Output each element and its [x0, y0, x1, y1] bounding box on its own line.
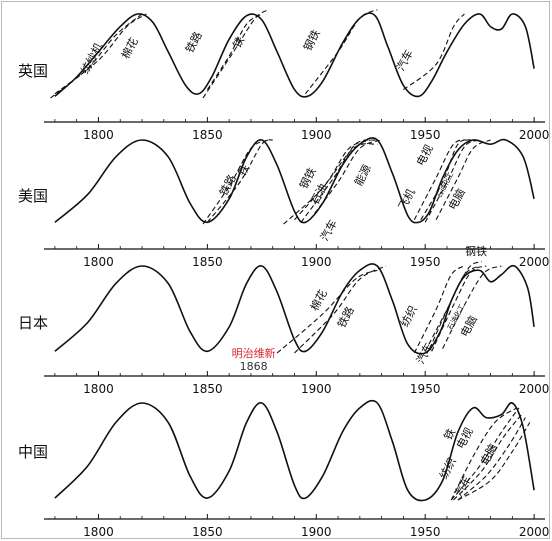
x-tick-label: 1950: [410, 382, 441, 396]
industry-line: [424, 139, 480, 223]
panel-4: [44, 399, 545, 520]
industry-line: [457, 422, 531, 501]
industry-line: [429, 261, 483, 349]
industry-line: [202, 139, 269, 225]
industry-label: 铁: [231, 34, 248, 50]
industry-line: [453, 412, 524, 501]
industry-line: [431, 265, 487, 352]
country-label: 日本: [18, 314, 48, 332]
country-label: 中国: [18, 443, 48, 461]
x-tick-label: 2000: [519, 525, 550, 539]
x-tick-label: 2000: [519, 255, 550, 269]
main-cycle-line: [54, 137, 535, 224]
industry-label: 汽车: [451, 473, 474, 499]
industry-label: 电脑: [458, 314, 480, 340]
industry-line: [304, 9, 378, 95]
industry-label: 电脑: [478, 442, 500, 468]
industry-label: 铁: [442, 426, 459, 442]
industry-line: [424, 265, 480, 352]
industry-label: 汽车: [393, 47, 416, 73]
x-tick-label: 1850: [192, 255, 223, 269]
industry-line: [442, 265, 502, 349]
industry-line: [413, 139, 469, 221]
industry-line: [403, 13, 465, 91]
industry-line: [202, 9, 269, 99]
industry-line: [276, 269, 378, 354]
industry-label: 铁路: [335, 305, 357, 331]
industry-line: [457, 417, 526, 501]
x-tick-label: 1950: [410, 525, 441, 539]
industry-line: [294, 265, 387, 354]
main-cycle-line: [54, 399, 535, 502]
x-tick-label: 1850: [192, 525, 223, 539]
industry-label: 纺织: [397, 303, 420, 329]
industry-label: 铁: [236, 162, 253, 178]
annotation-label: 明治维新: [232, 346, 276, 360]
industry-line: [413, 265, 465, 354]
annotation-year: 1868: [240, 360, 268, 373]
industry-line: [420, 139, 474, 221]
industry-label: 汽车: [317, 217, 340, 243]
country-label: 美国: [18, 187, 48, 205]
industry-line: [300, 139, 376, 223]
main-cycle-line: [54, 12, 535, 98]
panel-1: [44, 9, 545, 123]
industry-line: [450, 407, 520, 501]
x-tick-label: 1800: [83, 525, 114, 539]
industry-line: [206, 139, 273, 223]
x-tick-label: 1800: [83, 255, 114, 269]
x-tick-label: 1900: [301, 128, 332, 142]
panel-2: [44, 137, 545, 250]
country-label: 英国: [18, 62, 48, 80]
x-tick-label: 1850: [192, 382, 223, 396]
industry-label: 能源: [351, 162, 374, 188]
industry-line: [50, 13, 143, 99]
x-tick-label: 2000: [519, 382, 550, 396]
industry-line: [206, 13, 263, 90]
x-tick-label: 1950: [410, 255, 441, 269]
x-tick-label: 1800: [83, 128, 114, 142]
industry-line: [435, 139, 491, 221]
industry-line: [450, 407, 518, 501]
x-tick-label: 1950: [410, 128, 441, 142]
industry-label: 纺织: [436, 455, 459, 481]
industry-label: 电视: [413, 142, 436, 168]
panels-layer: [44, 9, 545, 520]
industry-label: 电脑: [446, 187, 468, 213]
x-tick-label: 2000: [519, 128, 550, 142]
industry-label: 棉花: [118, 35, 141, 61]
industry-line: [54, 13, 147, 95]
industry-label: 铁路: [183, 30, 205, 56]
industry-label: 棉花: [307, 287, 330, 313]
x-tick-label: 1800: [83, 382, 114, 396]
x-tick-label: 1900: [301, 525, 332, 539]
x-tick-label: 1900: [301, 382, 332, 396]
x-tick-label: 1850: [192, 128, 223, 142]
industry-label: 钢铁: [465, 245, 487, 258]
industry-label: 钢铁: [301, 28, 323, 54]
x-tick-label: 1900: [301, 255, 332, 269]
panel-3: [44, 261, 545, 377]
